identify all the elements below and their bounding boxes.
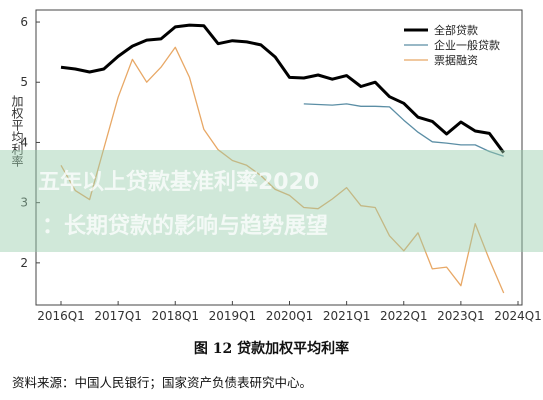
legend-label-1: 全部贷款 [434, 23, 478, 37]
x-tick-label: 2021Q1 [323, 309, 371, 323]
x-tick-label: 2018Q1 [151, 309, 199, 323]
x-tick-label: 2019Q1 [209, 309, 257, 323]
x-tick-label: 2022Q1 [380, 309, 428, 323]
legend-label-3: 票据融资 [434, 53, 478, 67]
watermark-line-1: 五年以上贷款基准利率2020 [38, 170, 320, 195]
plot-frame [35, 9, 523, 306]
x-tick-label: 2020Q1 [266, 309, 314, 323]
x-tick-label: 2016Q1 [37, 309, 85, 323]
y-tick-label: 3 [20, 196, 28, 210]
source-note: 资料来源：中国人民银行；国家资产负债表研究中心。 [12, 375, 313, 390]
y-tick-label: 5 [20, 75, 28, 89]
series-line-2 [303, 103, 504, 157]
y-tick-label: 6 [20, 15, 28, 29]
line-chart: 2 3 4 5 6 2016Q1 2017Q1 2018Q1 2019Q1 2020Q1 2021Q… [10, 9, 542, 323]
x-tick-label: 2017Q1 [94, 309, 142, 323]
watermark-banner: 五年以上贷款基准利率2020 ：长期贷款的影响与趋势展望 [0, 150, 543, 252]
x-tick-label: 2023Q1 [437, 309, 485, 323]
x-tick-label: 2024Q1 [494, 309, 542, 323]
y-tick-label: 2 [20, 256, 28, 270]
series-line-1 [60, 23, 505, 154]
figure-caption: 图 12 贷款加权平均利率 [193, 341, 350, 357]
y-axis-title: 加权平均利率 [10, 95, 24, 167]
y-tick-label: 4 [20, 135, 28, 149]
legend-label-2: 企业一般贷款 [434, 38, 500, 52]
watermark-line-2: ：长期贷款的影响与趋势展望 [42, 214, 329, 239]
series-line-3 [60, 46, 505, 294]
